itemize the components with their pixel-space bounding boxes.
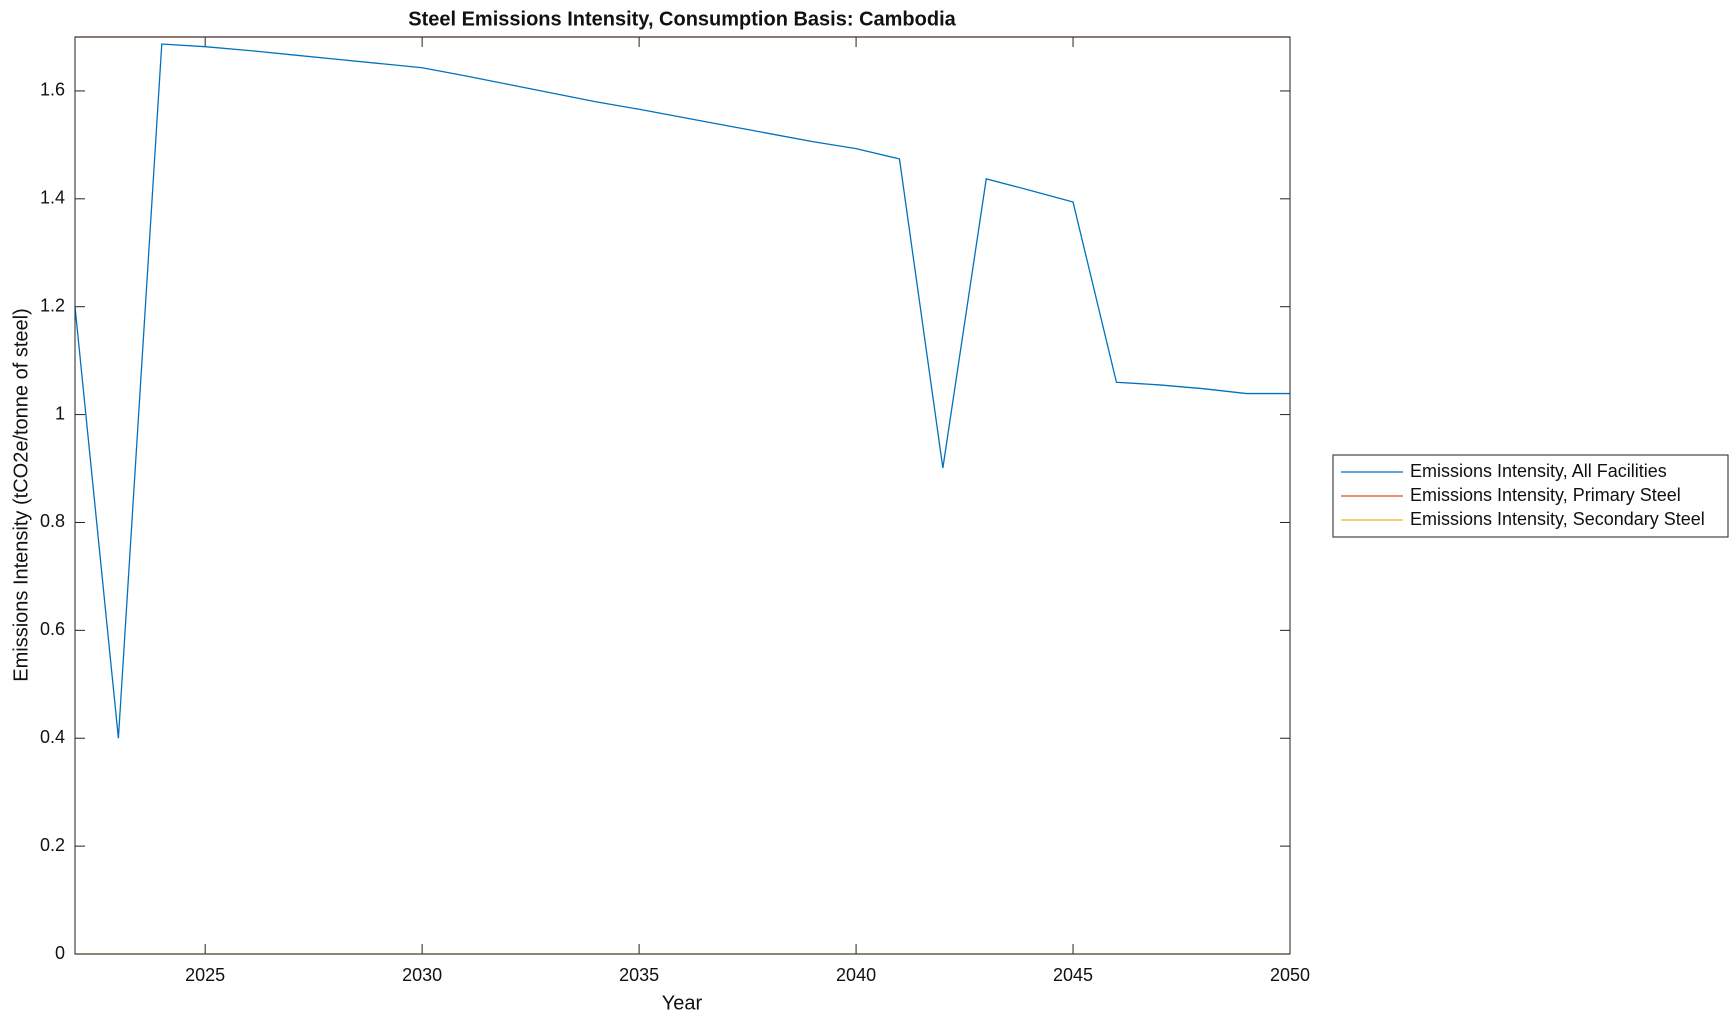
x-tick-label: 2045 <box>1053 965 1093 985</box>
y-tick-label: 1.6 <box>40 80 65 100</box>
y-tick-label: 0.6 <box>40 619 65 639</box>
x-tick-label: 2025 <box>185 965 225 985</box>
x-axis-label: Year <box>662 992 703 1014</box>
axes-box <box>74 36 1291 955</box>
x-tick-label: 2035 <box>619 965 659 985</box>
chart-title: Steel Emissions Intensity, Consumption B… <box>408 8 956 30</box>
y-tick-label: 0.4 <box>40 727 65 747</box>
legend-label: Emissions Intensity, Secondary Steel <box>1410 509 1705 529</box>
x-tick-label: 2050 <box>1270 965 1310 985</box>
y-axis-label: Emissions Intensity (tCO2e/tonne of stee… <box>10 308 32 682</box>
y-tick-label: 0.8 <box>40 511 65 531</box>
x-tick-label: 2030 <box>402 965 442 985</box>
legend-label: Emissions Intensity, All Facilities <box>1410 461 1667 481</box>
y-tick-label: 0 <box>55 943 65 963</box>
legend-label: Emissions Intensity, Primary Steel <box>1410 485 1681 505</box>
y-tick-label: 1.2 <box>40 295 65 315</box>
x-tick-label: 2040 <box>836 965 876 985</box>
y-tick-label: 1 <box>55 403 65 423</box>
series-line <box>74 43 1290 739</box>
y-tick-label: 0.2 <box>40 835 65 855</box>
plot-area <box>75 37 1290 954</box>
y-tick-label: 1.4 <box>40 188 65 208</box>
